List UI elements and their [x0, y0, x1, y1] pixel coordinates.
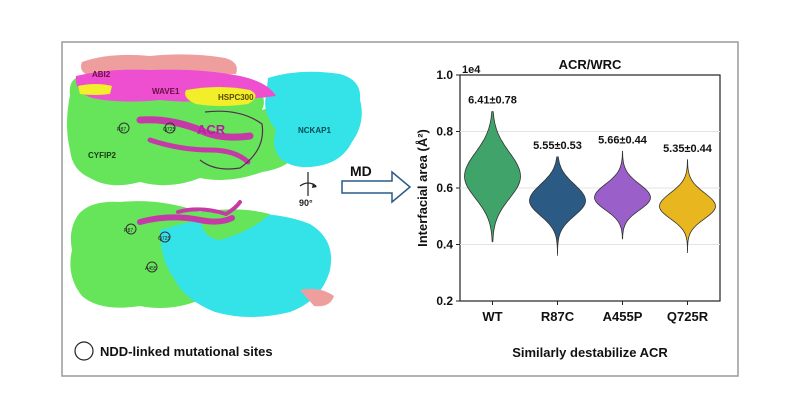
legend-circle-icon [74, 341, 94, 361]
chart-title: ACR/WRC [559, 57, 622, 72]
hspc300-surface-right [185, 87, 256, 106]
label-r87-bottom: R87 [124, 228, 133, 234]
label-cyfip2: CYFIP2 [88, 151, 117, 160]
label-r87-top: R87 [117, 127, 126, 133]
label-hspc300: HSPC300 [218, 93, 254, 102]
acr-helix-2 [147, 137, 251, 165]
cyfip2-overlap-side [200, 209, 270, 240]
rotation-arrowhead-icon [312, 183, 317, 188]
md-label: MD [350, 163, 372, 179]
mutation-site-q725-top [164, 122, 176, 134]
violin-r87c [529, 156, 586, 256]
nckap1-surface-side [160, 213, 332, 317]
rotation-label: 90° [299, 198, 313, 208]
violin-a455p [594, 150, 651, 240]
mutation-site-r87-top [118, 122, 130, 134]
acr-loop [199, 110, 264, 170]
violin-chart: 0.2 0.4 0.6 0.8 1.0 6.41±0.78 5.55±0.53 5.66±0… [415, 57, 721, 324]
acr-helix-side-2 [176, 200, 242, 217]
y-tick-label: 0.6 [436, 181, 453, 195]
violin-q725r [659, 159, 716, 253]
violin-value-label: 5.66±0.44 [598, 134, 648, 146]
x-tick-label: Q725R [667, 309, 709, 324]
rotation-indicator: 90° [299, 172, 317, 208]
md-arrow: MD [341, 163, 412, 204]
y-axis-label: Interfacial area (Å²) [415, 129, 430, 247]
violin-series: 6.41±0.78 5.55±0.53 5.66±0.44 5.35±0.44 [464, 95, 716, 256]
abi2-surface-side [300, 288, 334, 307]
y-axis-ticks: 0.2 0.4 0.6 0.8 1.0 [436, 68, 460, 308]
nckap1-surface [265, 71, 362, 168]
y-tick-label: 0.2 [436, 294, 453, 308]
figure-border [61, 41, 739, 377]
y-tick-label: 0.8 [436, 125, 453, 139]
protein-structure-top-view: ABI2 WAVE1 HSPC300 ACR CYFIP2 NCKAP1 R87… [67, 54, 362, 186]
label-acr: ACR [197, 122, 226, 137]
y-scale-label: 1e4 [462, 64, 481, 76]
mutation-site-legend: NDD-linked mutational sites [74, 341, 273, 361]
acr-helix-1 [136, 116, 254, 141]
label-wave1: WAVE1 [152, 87, 180, 96]
footer-caption: Similarly destabilize ACR [512, 345, 668, 360]
label-a455-bottom: A455 [145, 266, 157, 272]
legend-label: NDD-linked mutational sites [100, 344, 273, 359]
hspc300-surface-left [78, 84, 112, 95]
x-tick-label: A455P [603, 309, 643, 324]
label-q725-top: Q725 [163, 127, 175, 133]
acr-helix-side-1 [137, 214, 235, 225]
label-q725-bottom: Q725 [158, 236, 170, 242]
x-tick-label: WT [482, 309, 502, 324]
mutation-site-r87-bottom [125, 223, 137, 235]
y-tick-label: 0.4 [436, 238, 453, 252]
protein-structure-side-view: R87 Q725 A455 [70, 200, 334, 317]
x-tick-label: R87C [541, 309, 575, 324]
violin-wt [464, 111, 521, 243]
md-arrow-icon [341, 170, 412, 204]
violin-value-label: 5.55±0.53 [533, 140, 582, 152]
label-nckap1: NCKAP1 [298, 126, 331, 135]
y-tick-label: 1.0 [436, 68, 453, 82]
mutation-site-q725-bottom [159, 231, 171, 243]
x-axis-ticks: WT R87C A455P Q725R [482, 301, 709, 324]
violin-value-label: 6.41±0.78 [468, 95, 517, 107]
label-abi2: ABI2 [92, 70, 111, 79]
violin-value-label: 5.35±0.44 [663, 143, 713, 155]
mutation-site-a455-bottom [146, 261, 158, 273]
